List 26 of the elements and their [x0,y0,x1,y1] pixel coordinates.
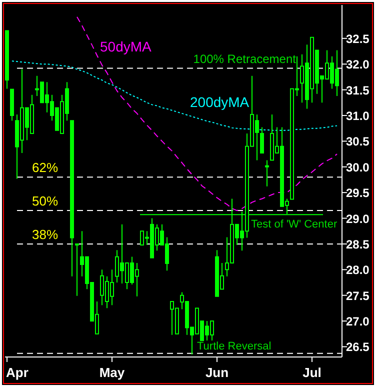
y-tick-label: 31.5 [346,83,370,98]
y-tick-label: 26.5 [346,340,370,354]
x-tick-label: May [99,365,126,380]
y-tick-label: 30.0 [346,160,370,174]
annotation: 62% [32,160,58,176]
ref-line-label: Turtle Reversal [197,340,272,352]
ref-line-label: Test of 'W' Center [251,218,338,231]
annotation: 38% [32,226,58,242]
series-label: 50dyMA [100,38,152,54]
y-tick-label: 31.0 [346,108,370,123]
line-series [76,16,338,212]
y-tick-label: 29.0 [346,212,370,226]
y-tick-label: 32.0 [346,58,370,72]
y-tick-label: 27.0 [346,314,370,329]
y-tick-label: 32.5 [346,32,370,46]
y-tick-label: 28.5 [346,237,370,252]
annotation: 50% [32,194,58,209]
series-label: 200dyMA [190,94,250,110]
y-tick-label: 30.5 [346,134,370,149]
y-tick-label: 28.0 [346,263,370,278]
x-tick-label: Apr [6,365,28,380]
ref-line-label: 100% Retracement [193,52,297,66]
x-tick-label: Jul [302,365,322,380]
x-tick-label: Jun [205,365,229,380]
y-tick-label: 29.5 [346,186,370,200]
y-tick-label: 27.5 [346,288,370,303]
